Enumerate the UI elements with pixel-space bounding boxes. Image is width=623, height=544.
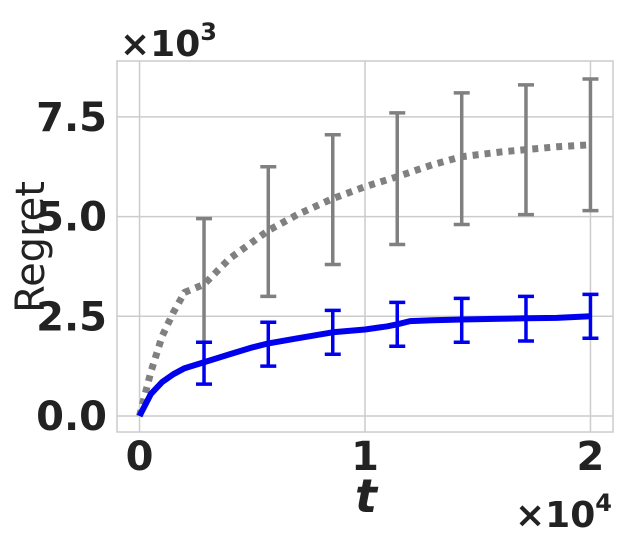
grid-lines (117, 61, 613, 432)
y-axis-label: Regret (8, 181, 54, 313)
tick-labels: 0 1 2 0.0 2.5 5.0 7.5 (36, 95, 604, 480)
y-tick-label: 5.0 (36, 195, 107, 241)
x-tick-label: 0 (126, 434, 154, 480)
series-line-0 (136, 141, 591, 417)
x-tick-label: 2 (577, 434, 605, 480)
x-multiplier-label: ×104 (515, 489, 612, 536)
y-tick-label: 2.5 (36, 294, 107, 340)
y-tick-label: 0.0 (36, 394, 107, 440)
series-1 (136, 292, 599, 418)
series-layer (136, 77, 599, 418)
y-tick-label: 7.5 (36, 95, 107, 141)
y-multiplier-label: ×103 (120, 18, 217, 65)
series-0 (136, 77, 599, 417)
x-axis-label: t (355, 469, 379, 523)
x-tick-label: 1 (351, 434, 379, 480)
